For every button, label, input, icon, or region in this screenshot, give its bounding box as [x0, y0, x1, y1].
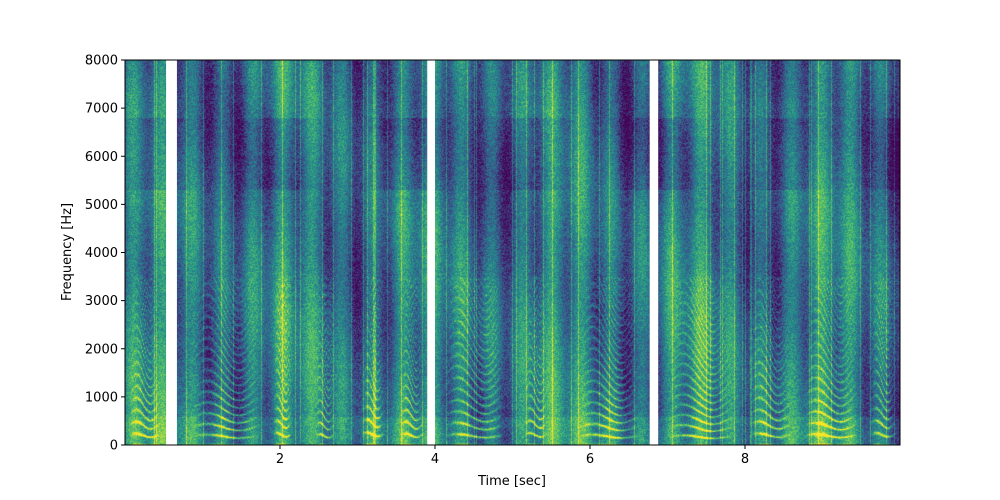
x-tick-label: 2	[276, 452, 284, 467]
y-tick-label: 0	[110, 439, 118, 454]
y-tick-label: 2000	[85, 342, 118, 357]
y-axis-label: Frequency [Hz]	[60, 203, 75, 301]
x-tick-label: 6	[586, 452, 594, 467]
y-tick-label: 4000	[85, 246, 118, 261]
y-tick-label: 8000	[85, 54, 118, 69]
silent-gap	[166, 60, 177, 445]
x-tick-label: 8	[741, 452, 749, 467]
spectrogram-canvas	[125, 60, 900, 445]
x-axis-label: Time [sec]	[477, 474, 546, 489]
silent-gap	[649, 60, 659, 445]
x-tick-label: 4	[431, 452, 439, 467]
y-tick-label: 3000	[85, 294, 118, 309]
y-axis-ticks: 0 1000 2000 3000 4000 5000 6000 7000 8000	[85, 54, 125, 454]
y-tick-label: 7000	[85, 102, 118, 117]
y-tick-label: 5000	[85, 198, 118, 213]
x-axis-ticks: 2 4 6 8	[276, 445, 749, 467]
silent-gap	[427, 60, 435, 445]
spectrogram-image-holder	[125, 60, 900, 445]
y-tick-label: 6000	[85, 150, 118, 165]
silent-gaps	[166, 60, 659, 445]
y-tick-label: 1000	[85, 390, 118, 405]
